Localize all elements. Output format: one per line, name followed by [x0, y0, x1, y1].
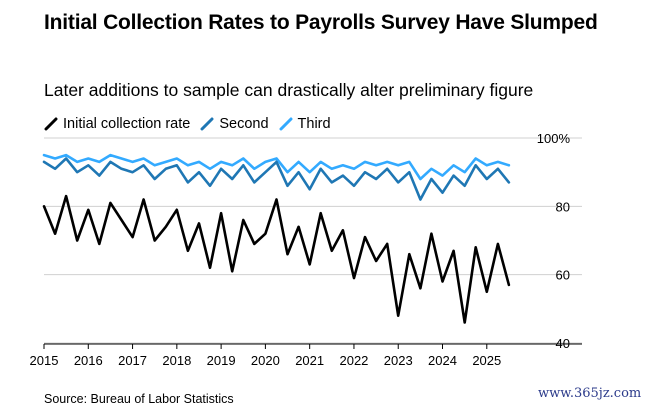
- x-tick-label: 2016: [74, 353, 103, 368]
- series-lines: [42, 153, 511, 324]
- legend-label-third: Third: [297, 116, 331, 132]
- legend-swatch-third-icon: [279, 117, 293, 131]
- legend-swatch-initial-icon: [44, 117, 58, 131]
- legend-label-second: Second: [219, 116, 269, 132]
- source-note: Source: Bureau of Labor Statistics: [44, 392, 234, 406]
- x-tick-label: 2019: [207, 353, 236, 368]
- legend-label-initial: Initial collection rate: [63, 116, 191, 132]
- grid-lines: [44, 137, 582, 344]
- x-tick-label: 2018: [162, 353, 191, 368]
- legend: Initial collection rate Second Third: [44, 114, 341, 134]
- x-tick-label: 2021: [295, 353, 324, 368]
- series-line-second: [42, 157, 511, 201]
- series-line-initial: [42, 194, 511, 324]
- series-line-third: [42, 153, 511, 181]
- legend-item-second: Second: [200, 116, 269, 132]
- x-tick-label: 2023: [384, 353, 413, 368]
- chart-subtitle: Later additions to sample can drasticall…: [44, 80, 534, 100]
- watermark-logo: www.365jz.com: [538, 386, 642, 401]
- legend-item-initial: Initial collection rate: [44, 116, 190, 132]
- x-axis-ticks: [43, 344, 488, 349]
- legend-item-third: Third: [279, 116, 331, 132]
- x-tick-label: 2017: [118, 353, 147, 368]
- x-axis-labels: 2015 2016 2017 2018 2019 2020 2021 2022 2023 2024…: [30, 353, 502, 368]
- chart-title: Initial Collection Rates to Payrolls Sur…: [44, 11, 598, 34]
- x-tick-label: 2015: [30, 353, 59, 368]
- x-tick-label: 2022: [339, 353, 368, 368]
- y-tick-label: 100%: [537, 131, 571, 146]
- y-tick-label: 60: [556, 268, 570, 283]
- legend-swatch-second-icon: [200, 117, 214, 131]
- x-tick-label: 2020: [251, 353, 280, 368]
- y-tick-label: 80: [556, 199, 570, 214]
- x-tick-label: 2025: [472, 353, 501, 368]
- x-tick-label: 2024: [428, 353, 457, 368]
